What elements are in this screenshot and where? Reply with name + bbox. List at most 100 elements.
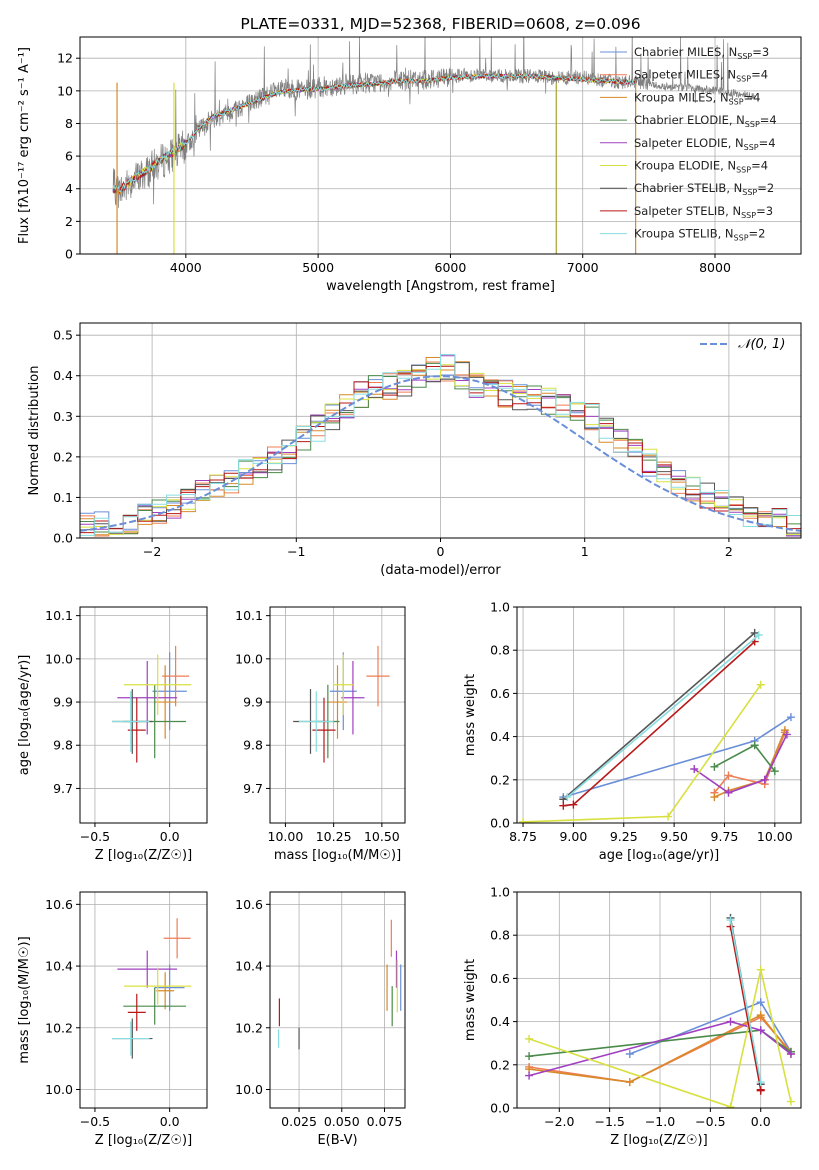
x-tick-label: −0.5 — [695, 1114, 725, 1129]
axes-frame — [269, 891, 406, 1109]
y-tick-label: 10.2 — [235, 1020, 263, 1035]
weight-line-kroupa-stelib — [566, 634, 760, 798]
y-tick-label: 9.7 — [243, 781, 263, 796]
x-tick-label: 2 — [725, 544, 733, 559]
y-axis-label: Normed distribution — [27, 366, 42, 496]
y-axis-label: mass weight — [463, 959, 478, 1041]
legend-text: Kroupa STELIB, N — [634, 227, 734, 241]
y-tick-label: 2 — [65, 214, 73, 229]
x-axis-label: E(B-V) — [317, 1133, 357, 1148]
plus-marker — [750, 741, 759, 750]
legend-subscript: SSP — [741, 211, 756, 220]
legend-subscript: SSP — [737, 52, 752, 61]
y-tick-label: 9.9 — [243, 695, 263, 710]
plot-area — [80, 354, 801, 537]
x-tick-label: −1.5 — [594, 1114, 624, 1129]
legend-entry: Kroupa ELODIE, NSSP=4 — [634, 159, 768, 175]
x-tick-label: 0.0 — [751, 1114, 771, 1129]
plus-marker — [756, 998, 765, 1007]
grid — [80, 607, 207, 823]
x-tick-label: 0.075 — [367, 1114, 403, 1129]
plot-area — [293, 645, 390, 763]
y-tick-label: 10.1 — [235, 608, 263, 623]
plus-marker — [726, 916, 735, 925]
plus-marker — [525, 1071, 534, 1080]
plus-marker — [780, 726, 789, 735]
x-axis-label: age [log₁₀(age/yr)] — [599, 848, 720, 863]
x-tick-label: 0.0 — [160, 829, 180, 844]
y-tick-label: 1.0 — [490, 885, 510, 900]
x-tick-label: 7000 — [567, 260, 599, 275]
errorbar-point — [156, 972, 175, 1010]
y-tick-label: 10.4 — [235, 959, 263, 974]
x-tick-label: 5000 — [302, 260, 334, 275]
plot-area — [519, 628, 795, 823]
legend-entry: Kroupa STELIB, NSSP=2 — [634, 227, 765, 243]
y-tick-label: 0.2 — [490, 1057, 510, 1072]
plot-area — [112, 645, 192, 763]
y-axis-label: mass [log₁₀(M/M☉)] — [17, 936, 32, 1063]
plus-marker — [519, 817, 528, 823]
y-tick-label: 0.3 — [53, 409, 73, 424]
y-tick-label: 4 — [65, 181, 73, 196]
legend-text: Chabrier STELIB, N — [634, 181, 742, 195]
plot-area — [277, 919, 402, 1050]
weight-line-kroupa-elodie — [522, 684, 762, 823]
errorbar-point — [333, 654, 353, 715]
legend-text: Chabrier ELODIE, N — [634, 113, 745, 127]
x-tick-label: −2 — [143, 544, 161, 559]
grid — [270, 607, 405, 823]
y-tick-label: 10.0 — [235, 651, 263, 666]
weight-line-chabrier-stelib — [562, 632, 756, 800]
x-tick-label: −2.0 — [544, 1114, 574, 1129]
legend-count: =4 — [759, 136, 776, 150]
y-tick-label: 9.9 — [53, 695, 73, 710]
plus-marker — [786, 713, 795, 722]
y-tick-label: 0.0 — [490, 1101, 510, 1116]
plus-marker — [756, 1086, 765, 1095]
histogram-kroupa-stelib — [80, 354, 801, 536]
x-axis-label: Z [log₁₀(Z/Z☉)] — [95, 848, 192, 863]
legend-subscript: SSP — [729, 97, 744, 106]
gaussian-curve — [80, 375, 801, 532]
y-tick-label: 0.0 — [53, 531, 73, 546]
y-tick-label: 0 — [65, 247, 73, 262]
x-tick-label: 8000 — [699, 260, 731, 275]
errorbar-point — [124, 654, 192, 715]
plus-marker — [754, 631, 763, 640]
axes-frame — [79, 36, 802, 255]
y-axis-label: age [log₁₀(age/yr)] — [17, 655, 32, 776]
panel-mass-vs-EBV: 0.025 0.050 0.075 10.0 10.2 10.4 10.6 E(B-V) — [235, 891, 406, 1148]
plus-marker — [756, 1026, 765, 1035]
plus-marker — [724, 788, 733, 797]
y-tick-label: 9.8 — [53, 738, 73, 753]
y-tick-label: 0.2 — [53, 449, 73, 464]
errorbar-point — [117, 661, 178, 735]
legend-entry: 𝒩(0, 1) — [738, 337, 785, 352]
axes-frame — [516, 891, 802, 1109]
x-tick-label: −0.5 — [80, 829, 110, 844]
weight-line-chabrier-elodie — [714, 744, 776, 772]
legend-count: =2 — [749, 227, 766, 241]
x-axis-label: (data-model)/error — [380, 563, 501, 578]
y-axis-label: mass weight — [463, 674, 478, 756]
legend-count: =4 — [760, 113, 777, 127]
plus-marker — [664, 812, 673, 821]
y-tick-label: 10.0 — [235, 1082, 263, 1097]
y-tick-label: 0.4 — [53, 368, 73, 383]
legend-text: Kroupa ELODIE, N — [634, 159, 736, 173]
plot-area — [112, 918, 192, 1059]
errorbar-point — [366, 645, 390, 707]
x-tick-label: −1 — [287, 544, 305, 559]
y-tick-label: 0.8 — [490, 928, 510, 943]
plus-marker — [710, 762, 719, 771]
legend-entry: Chabrier MILES, NSSP=3 — [634, 45, 769, 61]
weight-line-kroupa-elodie — [528, 969, 792, 1108]
legend-subscript: SSP — [742, 188, 757, 197]
legend-text: Salpeter MILES, N — [634, 68, 736, 82]
legend-subscript: SSP — [745, 120, 760, 129]
legend-subscript: SSP — [744, 143, 759, 152]
